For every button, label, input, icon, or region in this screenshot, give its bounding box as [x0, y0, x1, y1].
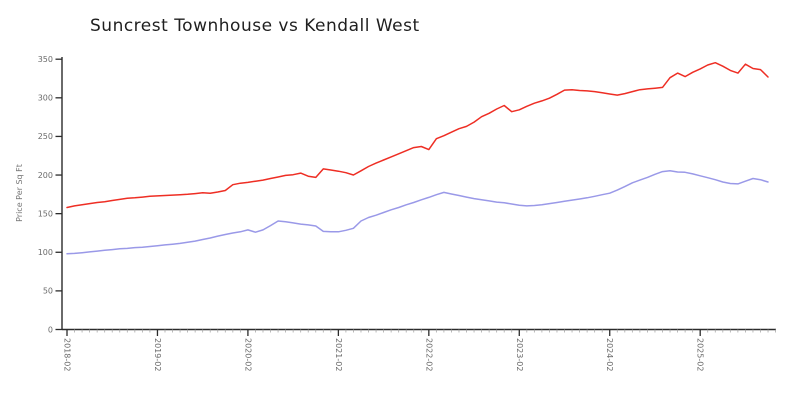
x-tick-label: 2019-02	[153, 338, 162, 371]
x-tick-label: 2024-02	[605, 338, 614, 371]
chart-title: Suncrest Townhouse vs Kendall West	[90, 16, 420, 36]
y-tick-label: 200	[38, 171, 53, 180]
x-tick-label: 2025-02	[696, 338, 705, 371]
y-tick-label: 50	[43, 287, 53, 296]
y-tick-label: 100	[38, 248, 53, 257]
x-tick-label: 2021-02	[334, 338, 343, 371]
y-tick-label: 150	[38, 209, 53, 218]
x-tick-label: 2023-02	[515, 338, 524, 371]
x-tick-label: 2018-02	[63, 338, 72, 371]
x-tick-label: 2022-02	[424, 338, 433, 371]
y-tick-label: 0	[48, 325, 53, 334]
y-tick-label: 250	[38, 132, 53, 141]
y-tick-label: 350	[38, 55, 53, 64]
series-line-suncrest-townhouse	[66, 61, 769, 209]
y-axis-label: Price Per Sq Ft	[15, 164, 24, 222]
x-tick-label: 2020-02	[243, 338, 252, 371]
y-tick-label: 300	[38, 94, 53, 103]
series-line-kendall-west	[66, 170, 769, 255]
